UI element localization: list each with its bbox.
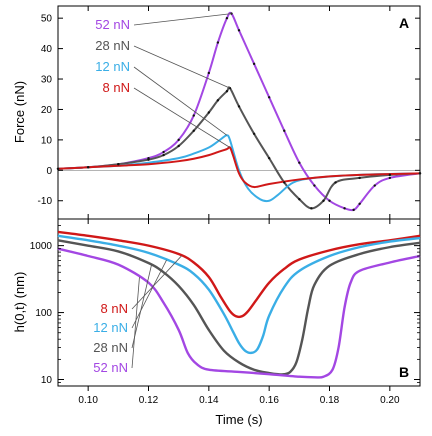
legend-label-a-12-nn: 12 nN (95, 59, 130, 74)
panel-b-legend: 8 nN 12 nN 28 nN 52 nN (93, 255, 182, 375)
panel-b-plot (57, 230, 421, 379)
data-point-a-52-nn (192, 114, 195, 117)
leader-line-a-12-nn (133, 66, 228, 136)
panel-a-plot (56, 11, 422, 212)
data-point-a-52-nn (373, 184, 376, 187)
leader-line-a-28-nn (133, 45, 231, 89)
x-tick-label: 0.12 (139, 395, 159, 406)
data-point-a-52-nn (343, 207, 346, 210)
panel-a-y-axis-title: Force (nN) (12, 81, 27, 143)
data-point-a-28-nn (322, 199, 325, 202)
y-tick-label-b: 1000 (30, 241, 53, 252)
y-tick-label-a: 0 (46, 166, 52, 177)
legend-label-b-28-nn: 28 nN (93, 340, 128, 355)
y-tick-label-a: 40 (41, 44, 53, 55)
y-tick-label-a: -10 (38, 196, 53, 207)
series-line-b-8-nn (57, 230, 421, 319)
data-point-a-28-nn (298, 198, 301, 201)
data-point-a-28-nn (207, 111, 211, 114)
y-tick-label-b: 100 (35, 308, 52, 319)
panel-a-letter: A (399, 15, 409, 31)
y-tick-label-a: 10 (41, 135, 53, 146)
data-point-a-52-nn (267, 96, 271, 99)
leader-line-b-52-nn (131, 277, 140, 369)
data-point-a-28-nn (418, 172, 422, 175)
leader-line-a-52-nn (133, 13, 232, 26)
data-point-a-52-nn (313, 184, 316, 187)
x-tick-label: 0.18 (320, 395, 340, 406)
leader-line-b-28-nn (131, 264, 152, 349)
data-point-a-28-nn (56, 167, 60, 170)
data-point-a-52-nn (252, 62, 256, 66)
data-point-a-52-nn (207, 71, 211, 75)
data-point-a-28-nn (177, 144, 180, 148)
data-point-a-52-nn (237, 29, 241, 32)
data-point-a-28-nn (358, 176, 361, 180)
series-line-b-12-nn (57, 234, 421, 355)
data-point-a-52-nn (162, 150, 165, 154)
data-point-a-28-nn (192, 129, 195, 132)
data-point-a-28-nn (117, 163, 120, 166)
legend-label-a-28-nn: 28 nN (95, 38, 130, 53)
y-tick-label-a: 50 (41, 14, 53, 25)
leader-line-b-8-nn (131, 255, 182, 310)
panel-a-axes: -10 0 10 20 30 40 50 (38, 6, 420, 219)
data-point-a-52-nn (177, 138, 180, 142)
x-tick-label: 0.14 (199, 395, 219, 406)
x-tick-label: 0.10 (78, 395, 98, 406)
x-tick-label: 0.16 (259, 395, 279, 406)
data-point-a-28-nn (334, 181, 337, 184)
y-tick-label-a: 30 (41, 75, 53, 86)
data-point-a-28-nn (86, 166, 90, 169)
data-point-a-52-nn (225, 16, 229, 20)
data-point-a-28-nn (252, 132, 256, 135)
panel-b-frame (57, 218, 421, 387)
series-line-a-28-nn (57, 86, 421, 210)
legend-label-b-8-nn: 8 nN (101, 301, 128, 316)
panel-b-axes: 10 100 1000 0.10 0.12 0.14 0.16 0.18 0.20 (30, 219, 420, 406)
data-point-a-28-nn (267, 156, 271, 160)
data-point-a-52-nn (352, 208, 355, 212)
data-point-a-28-nn (147, 158, 150, 161)
data-point-a-52-nn (216, 41, 220, 44)
legend-label-a-8-nn: 8 nN (103, 80, 130, 95)
data-point-a-28-nn (310, 207, 313, 210)
data-point-a-52-nn (358, 202, 361, 205)
series-line-b-52-nn (57, 247, 421, 379)
data-point-a-28-nn (237, 105, 241, 108)
x-axis-title: Time (s) (215, 412, 262, 427)
y-tick-label-a: 20 (41, 105, 53, 116)
data-point-a-28-nn (388, 173, 392, 177)
series-line-a-12-nn (57, 134, 421, 203)
leader-line-a-8-nn (133, 87, 231, 148)
data-point-a-52-nn (328, 199, 331, 202)
data-point-a-28-nn (162, 153, 165, 157)
panel-b-letter: B (399, 364, 409, 380)
data-point-a-52-nn (298, 161, 301, 164)
legend-label-a-52-nn: 52 nN (95, 17, 130, 32)
panel-a-legend: 52 nN 28 nN 12 nN 8 nN (95, 13, 232, 148)
leader-line-b-12-nn (131, 259, 167, 329)
x-tick-label: 0.20 (380, 395, 400, 406)
y-tick-label-b: 10 (41, 375, 53, 386)
data-point-a-28-nn (283, 181, 286, 184)
legend-label-b-52-nn: 52 nN (93, 360, 128, 375)
data-point-a-28-nn (216, 99, 220, 102)
data-point-a-52-nn (283, 129, 286, 132)
data-point-a-28-nn (225, 90, 229, 93)
panel-b-y-axis-title: h(0,t) (nm) (12, 272, 27, 333)
data-point-a-52-nn (388, 176, 392, 180)
legend-label-b-12-nn: 12 nN (93, 320, 128, 335)
